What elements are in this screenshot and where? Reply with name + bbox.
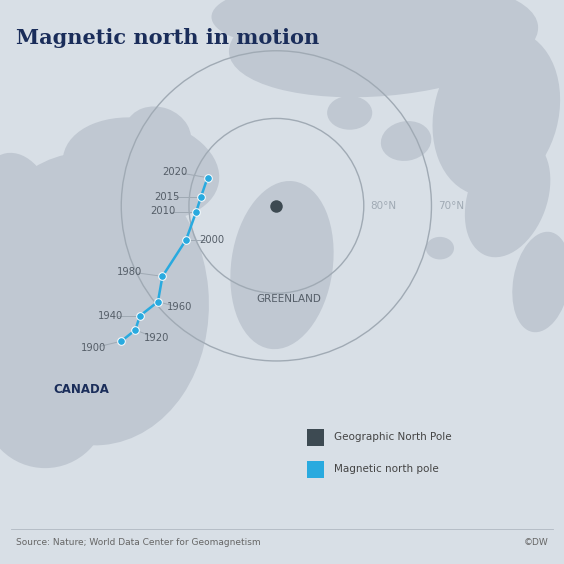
Ellipse shape	[426, 237, 454, 259]
Ellipse shape	[230, 181, 334, 349]
Ellipse shape	[465, 138, 550, 257]
Text: 2000: 2000	[199, 235, 224, 245]
Text: 1900: 1900	[81, 343, 105, 353]
Text: Magnetic north in motion: Magnetic north in motion	[16, 28, 319, 48]
Text: ©DW: ©DW	[523, 538, 548, 547]
Ellipse shape	[381, 121, 431, 161]
Text: 1920: 1920	[144, 333, 169, 343]
Text: Geographic North Pole: Geographic North Pole	[334, 432, 452, 442]
Ellipse shape	[0, 152, 209, 446]
Text: 70°N: 70°N	[438, 201, 464, 211]
Text: Magnetic north pole: Magnetic north pole	[334, 464, 439, 474]
Text: 1940: 1940	[98, 311, 123, 321]
Bar	[307, 429, 324, 446]
Text: Source: Nature; World Data Center for Geomagnetism: Source: Nature; World Data Center for Ge…	[16, 538, 261, 547]
Ellipse shape	[327, 96, 372, 130]
Text: 2015: 2015	[155, 192, 179, 202]
Bar	[307, 461, 324, 478]
Text: 2010: 2010	[150, 206, 175, 217]
Ellipse shape	[433, 29, 560, 196]
Text: GREENLAND: GREENLAND	[257, 294, 321, 304]
Ellipse shape	[0, 153, 58, 276]
Text: 2020: 2020	[162, 167, 187, 177]
Ellipse shape	[212, 0, 352, 45]
Ellipse shape	[63, 117, 219, 221]
Ellipse shape	[229, 0, 538, 97]
Text: 80°N: 80°N	[371, 201, 396, 211]
Text: 1980: 1980	[117, 267, 142, 277]
Text: CANADA: CANADA	[54, 382, 109, 396]
Ellipse shape	[512, 232, 564, 332]
Text: 1960: 1960	[167, 302, 192, 312]
Ellipse shape	[0, 344, 107, 468]
Ellipse shape	[125, 107, 191, 164]
